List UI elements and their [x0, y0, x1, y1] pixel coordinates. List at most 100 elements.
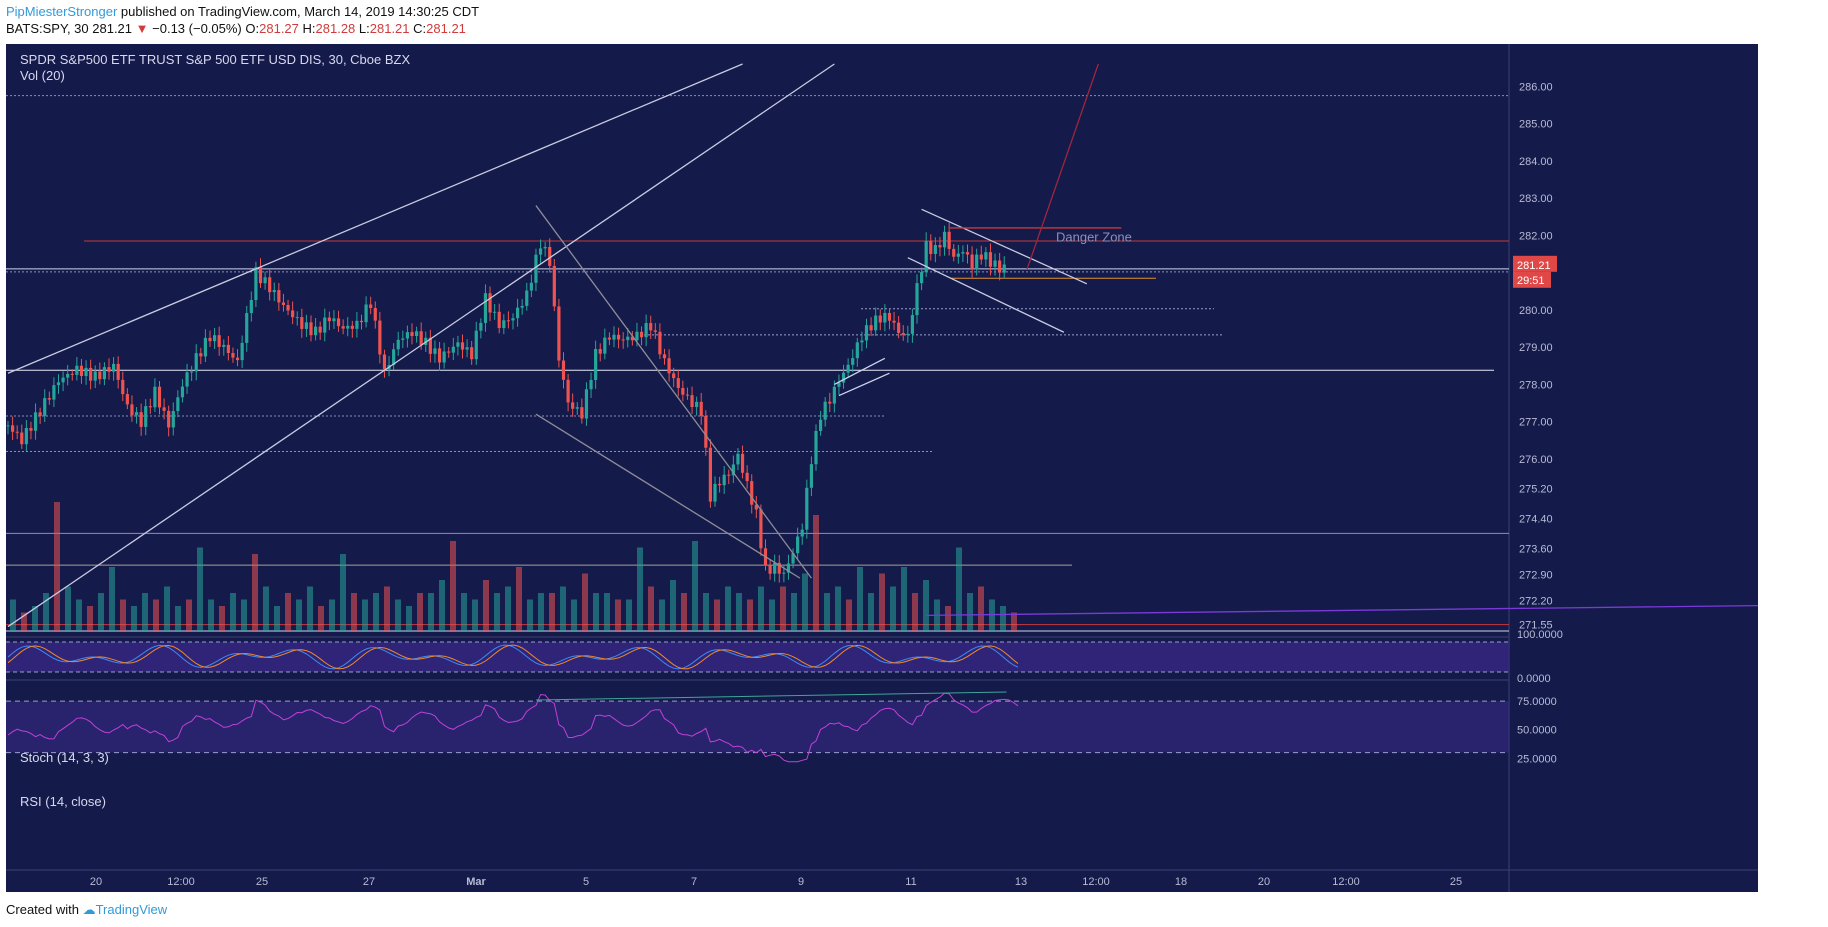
candle-body [603, 337, 607, 354]
candle-body [594, 349, 598, 380]
time-tick-label: 13 [1015, 876, 1027, 888]
volume-bar [428, 593, 434, 632]
volume-bar [703, 593, 709, 632]
volume-bar [527, 599, 533, 632]
open-value: 281.27 [259, 21, 299, 36]
ohlc-line: BATS:SPY, 30 281.21 ▼ −0.13 (−0.05%) O:2… [6, 21, 466, 36]
volume-bar [945, 606, 951, 632]
candle-body [630, 336, 634, 341]
candle-body [970, 254, 974, 270]
volume-bar [582, 573, 588, 632]
candle-body [515, 307, 520, 319]
chart-canvas[interactable]: Danger Zone 286.00 285.00 284.00 283.00 282.0… [6, 44, 1758, 892]
price-tick-label: 271.55 [1519, 620, 1553, 632]
volume-bar [802, 573, 808, 632]
candle-body [708, 447, 713, 502]
candle-body [841, 372, 846, 383]
price-tick-label: 272.90 [1519, 569, 1553, 581]
candle-body [658, 331, 662, 355]
candle-body [713, 483, 717, 502]
candle-body [20, 432, 24, 445]
candle-body [837, 382, 841, 387]
trend-line-down [535, 413, 801, 579]
candle-body [800, 529, 804, 537]
candle-body [483, 293, 488, 323]
volume-bar [571, 599, 577, 632]
volume-bar [450, 541, 456, 632]
volume-bar [373, 593, 379, 632]
candle-body [405, 332, 410, 339]
candle-body [1002, 264, 1006, 273]
volume-bar [142, 593, 148, 632]
candle-body [410, 332, 414, 337]
candle-body [212, 335, 217, 342]
candle-body [33, 412, 38, 431]
chart-area[interactable]: Danger Zone 286.00 285.00 284.00 283.00 282.0… [6, 44, 1758, 892]
volume-bar [252, 554, 258, 632]
time-tick-label: 5 [583, 876, 589, 888]
author-link[interactable]: PipMiesterStronger [6, 4, 118, 19]
time-tick-label: 7 [691, 876, 697, 888]
candle-body [61, 377, 65, 383]
close-value: 281.21 [426, 21, 466, 36]
candle-body [768, 565, 772, 574]
candle-body [451, 346, 455, 353]
candle-body [414, 331, 419, 337]
candle-body [346, 325, 350, 329]
volume-bar [65, 586, 71, 632]
candle-body [15, 431, 19, 433]
candle-body [626, 336, 630, 341]
footer-created: Created with [6, 902, 83, 917]
candle-body [281, 302, 286, 306]
candle-body [6, 425, 10, 427]
time-tick-label: 20 [90, 876, 102, 888]
stoch-label: Stoch (14, 3, 3) [20, 750, 109, 765]
candle-body [493, 311, 497, 313]
volume-bar [857, 567, 863, 632]
candle-body [43, 398, 47, 416]
volume-bar [626, 599, 632, 632]
candle-body [180, 386, 185, 398]
footer: Created with ☁TradingView [6, 902, 167, 918]
candle-body [534, 254, 538, 283]
candle-body [396, 339, 400, 350]
candle-body [309, 322, 313, 336]
candle-body [956, 253, 960, 257]
candle-body [639, 331, 644, 338]
candle-body [589, 379, 593, 390]
volume-bar [340, 554, 346, 632]
last-price: 281.21 [92, 21, 133, 36]
candle-body [988, 252, 993, 267]
candle-body [947, 231, 951, 249]
rsi-trend-line [535, 691, 1007, 701]
candle-body [304, 322, 309, 329]
channel-line [907, 257, 1065, 333]
candle-body [791, 553, 795, 564]
candle-body [437, 348, 442, 363]
candle-body [571, 402, 575, 409]
candle-body [543, 246, 547, 249]
volume-bar [318, 606, 324, 632]
candle-body [759, 509, 763, 549]
candle-body [695, 401, 699, 408]
candle-body [855, 342, 859, 359]
volume-bar [769, 599, 775, 632]
volume-bar [1000, 606, 1006, 632]
volume-bar [560, 586, 566, 632]
candle-body [364, 304, 368, 323]
volume-bar [989, 599, 995, 632]
price-tick-label: 282.00 [1519, 230, 1553, 242]
candle-body [887, 312, 892, 321]
rsi-label: RSI (14, close) [20, 794, 106, 809]
stoch-k-line [7, 644, 1019, 670]
volume-bar [219, 606, 225, 632]
tradingview-link[interactable]: TradingView [95, 902, 168, 917]
volume-bar [593, 593, 599, 632]
candle-body [878, 315, 882, 323]
candle-body [199, 353, 203, 357]
time-tick-label: 25 [1450, 876, 1462, 888]
tradingview-logo-icon[interactable]: ☁ [82, 902, 96, 917]
volume-bar [186, 599, 192, 632]
time-tick-label: Mar [466, 876, 486, 888]
candle-body [681, 387, 685, 395]
